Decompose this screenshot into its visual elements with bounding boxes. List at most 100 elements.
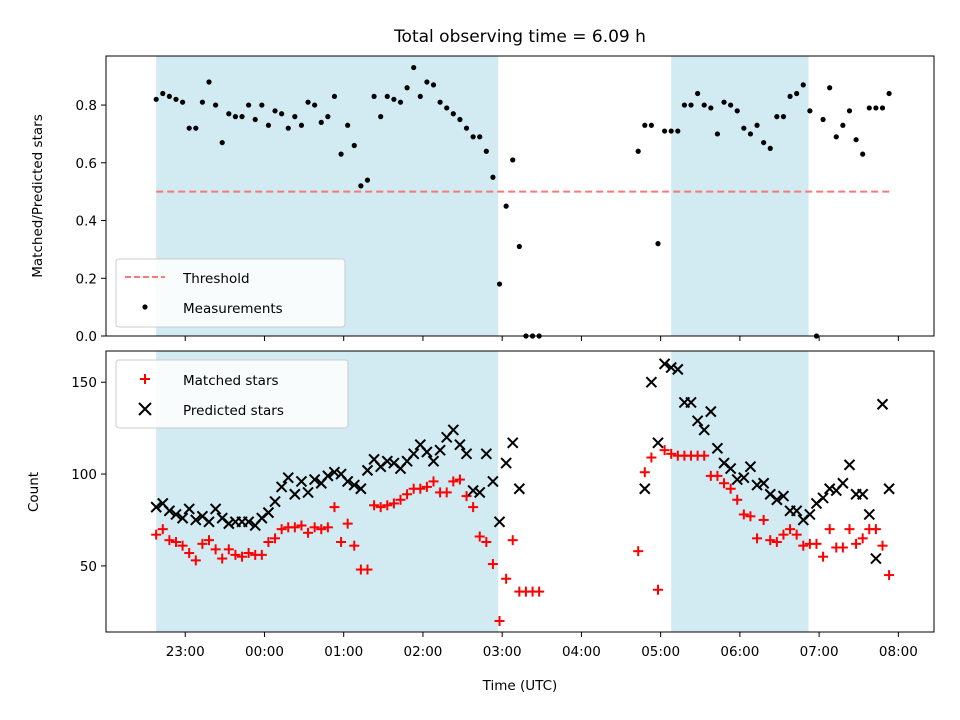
predicted-star-point bbox=[870, 552, 882, 565]
measurement-point bbox=[681, 102, 688, 108]
y-tick-label: 0.2 bbox=[76, 271, 97, 287]
matched-star-point bbox=[270, 533, 281, 544]
measurement-point bbox=[642, 122, 648, 128]
matched-star-point bbox=[382, 500, 393, 511]
measurement-point bbox=[312, 102, 318, 108]
predicted-star-point bbox=[421, 446, 433, 458]
predicted-star-point bbox=[289, 488, 301, 500]
predicted-star-point bbox=[282, 472, 294, 484]
measurement-point bbox=[820, 116, 826, 123]
predicted-star-point bbox=[731, 473, 743, 486]
matched-star-point bbox=[276, 524, 287, 535]
predicted-star-point bbox=[665, 361, 677, 374]
measurement-point bbox=[325, 114, 331, 120]
predicted-star-point bbox=[447, 424, 460, 436]
y-tick-label: 0.4 bbox=[76, 214, 97, 230]
predicted-star-point bbox=[863, 508, 875, 521]
measurement-point bbox=[437, 99, 443, 105]
measurement-point bbox=[695, 90, 701, 97]
predicted-star-point bbox=[163, 505, 176, 517]
predicted-star-point bbox=[150, 501, 162, 513]
matched-star-point bbox=[197, 538, 208, 549]
matched-star-point bbox=[870, 524, 881, 535]
predicted-star-point bbox=[242, 516, 255, 528]
measurement-point bbox=[371, 93, 377, 100]
matched-star-point bbox=[468, 502, 479, 513]
matched-star-point bbox=[811, 538, 822, 549]
matched-star-point bbox=[474, 531, 485, 542]
matched-star-point bbox=[375, 502, 386, 513]
measurement-point bbox=[470, 134, 476, 140]
matched-star-point bbox=[157, 524, 168, 535]
predicted-star-point bbox=[474, 486, 486, 499]
predicted-star-point bbox=[176, 512, 189, 524]
matched-star-point bbox=[824, 524, 835, 535]
measurement-point bbox=[179, 99, 186, 105]
measurement-point bbox=[265, 122, 272, 128]
measurement-point bbox=[774, 114, 780, 120]
matched-star-point bbox=[712, 470, 723, 481]
predicted-star-point bbox=[348, 479, 360, 491]
matched-star-point bbox=[738, 509, 749, 520]
measurement-point bbox=[345, 122, 351, 128]
matched-star-point bbox=[388, 498, 399, 509]
measurement-point bbox=[635, 148, 641, 154]
predicted-star-point bbox=[190, 514, 202, 526]
predicted-star-point bbox=[355, 483, 367, 495]
x-tick-label: 01:00 bbox=[324, 644, 363, 660]
predicted-star-point bbox=[308, 473, 321, 486]
measurement-point bbox=[860, 151, 866, 157]
legend-matched-label: Matched stars bbox=[183, 373, 279, 389]
matched-star-point bbox=[646, 452, 657, 463]
top-axes-frame bbox=[105, 55, 935, 337]
matched-star-point bbox=[289, 522, 300, 533]
measurement-point bbox=[747, 131, 754, 137]
matched-star-point bbox=[732, 494, 743, 505]
measurement-point bbox=[358, 183, 364, 189]
predicted-star-point bbox=[645, 376, 658, 388]
predicted-star-point bbox=[460, 448, 473, 460]
measurement-point bbox=[457, 116, 463, 123]
measurement-point bbox=[272, 108, 278, 114]
measurement-point bbox=[701, 102, 707, 108]
matched-star-point bbox=[428, 476, 439, 487]
predicted-star-point bbox=[691, 415, 704, 427]
measurement-point bbox=[384, 93, 390, 100]
predicted-star-point bbox=[434, 444, 446, 456]
measurement-point bbox=[800, 82, 806, 88]
measurement-point bbox=[496, 281, 503, 287]
predicted-star-point bbox=[487, 475, 499, 488]
measurement-point bbox=[160, 90, 166, 97]
predicted-star-point bbox=[203, 516, 215, 528]
matched-star-point bbox=[336, 537, 347, 548]
x-tick-label: 23:00 bbox=[166, 644, 205, 660]
matched-star-point bbox=[837, 542, 848, 553]
predicted-star-point bbox=[223, 517, 235, 530]
measurement-point bbox=[767, 145, 773, 151]
legend-measurements-swatch bbox=[142, 304, 148, 310]
matched-star-point bbox=[217, 553, 228, 564]
predicted-star-point bbox=[361, 464, 374, 477]
matched-star-point bbox=[666, 448, 677, 459]
predicted-star-point bbox=[262, 506, 275, 519]
measurement-point bbox=[833, 134, 839, 140]
measurement-point bbox=[219, 139, 225, 146]
measurement-point bbox=[721, 99, 727, 105]
measurement-point bbox=[503, 203, 509, 209]
matched-star-point bbox=[296, 520, 307, 531]
measurement-point bbox=[668, 128, 674, 134]
measurement-point bbox=[807, 108, 813, 114]
predicted-star-point bbox=[883, 483, 895, 495]
predicted-star-point bbox=[302, 486, 314, 499]
matched-star-point bbox=[454, 474, 465, 485]
matched-star-point bbox=[818, 551, 829, 562]
matched-star-point bbox=[164, 535, 175, 546]
measurement-point bbox=[648, 122, 654, 128]
matched-star-point bbox=[210, 544, 221, 555]
measurement-point bbox=[879, 105, 886, 111]
predicted-star-point bbox=[454, 438, 466, 451]
matched-star-point bbox=[765, 535, 776, 546]
legend-measurements-label: Measurements bbox=[183, 301, 283, 317]
matched-star-point bbox=[223, 544, 234, 555]
measurement-point bbox=[279, 111, 285, 117]
